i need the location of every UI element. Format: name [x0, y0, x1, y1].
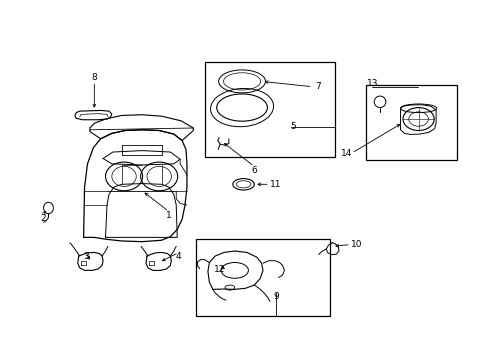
- Bar: [195, 239, 329, 316]
- Text: 6: 6: [251, 166, 257, 175]
- Text: 13: 13: [366, 79, 377, 88]
- Text: 3: 3: [83, 252, 89, 261]
- Text: 11: 11: [270, 180, 282, 189]
- Text: 1: 1: [166, 211, 171, 220]
- Text: 10: 10: [350, 240, 362, 249]
- Text: 5: 5: [290, 122, 296, 131]
- Text: 12: 12: [213, 265, 224, 274]
- Bar: [366, 85, 456, 160]
- Text: 2: 2: [41, 214, 46, 223]
- Text: 9: 9: [273, 292, 279, 301]
- Bar: [205, 62, 334, 157]
- Text: 14: 14: [341, 149, 352, 158]
- Text: 4: 4: [176, 252, 181, 261]
- Text: 7: 7: [314, 82, 320, 91]
- Text: 8: 8: [91, 73, 97, 82]
